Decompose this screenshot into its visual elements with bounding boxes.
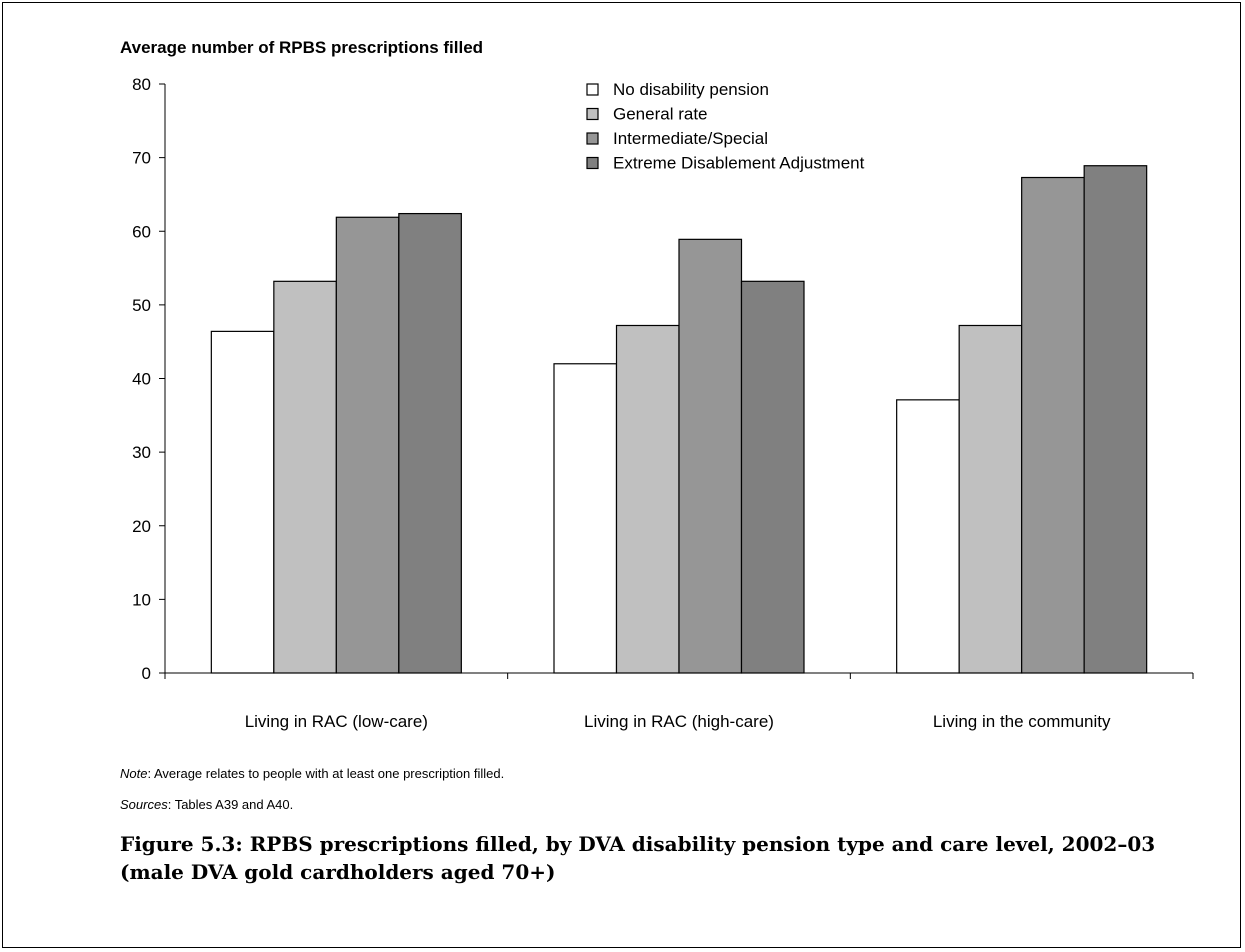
x-category-label: Living in RAC (low-care)	[245, 712, 428, 731]
y-tick-label: 30	[132, 443, 151, 462]
bar	[1021, 176, 1085, 674]
bar-chart: 0 10 20 30 40 50 60 70 80 Living in RAC (low-care…	[132, 75, 1194, 731]
legend-label: No disability pension	[613, 80, 769, 99]
legend-label: Intermediate/Special	[613, 129, 768, 148]
bar	[678, 238, 743, 674]
legend-swatch	[586, 107, 599, 121]
legend-label: General rate	[613, 105, 708, 124]
x-category-label: Living in the community	[933, 712, 1111, 731]
y-tick-label: 20	[132, 517, 151, 536]
y-tick-label: 70	[132, 149, 151, 168]
figure-caption: Figure 5.3: RPBS prescriptions filled, b…	[120, 832, 1156, 884]
legend-swatch	[586, 156, 599, 170]
sources-line: Sources: Tables A39 and A40.	[120, 797, 293, 812]
bar	[210, 330, 275, 674]
y-tick-label: 60	[132, 222, 151, 241]
legend-swatch	[586, 132, 599, 145]
bar	[1083, 165, 1148, 674]
x-category-label: Living in RAC (high-care)	[584, 712, 774, 731]
note-text: : Average relates to people with at leas…	[147, 766, 505, 781]
bar	[896, 399, 960, 674]
bar	[958, 324, 1023, 674]
y-tick-label: 40	[132, 370, 151, 389]
bar	[335, 216, 400, 674]
y-tick-label: 10	[132, 590, 151, 609]
bar	[398, 212, 462, 674]
legend-label: Extreme Disablement Adjustment	[613, 154, 865, 173]
legend-swatch	[586, 83, 599, 96]
bar	[273, 280, 337, 674]
sources-text: : Tables A39 and A40.	[167, 797, 294, 812]
y-tick-label: 0	[142, 664, 151, 683]
y-tick-label: 80	[132, 75, 151, 94]
bar	[615, 324, 680, 674]
y-tick-label: 50	[132, 296, 151, 315]
note-line: Note: Average relates to people with at …	[120, 766, 504, 781]
y-axis-label: Average number of RPBS prescriptions fil…	[120, 38, 484, 57]
note-label: Note	[120, 766, 148, 781]
bar	[740, 280, 805, 674]
bar	[553, 363, 618, 674]
sources-label: Sources	[120, 797, 168, 812]
